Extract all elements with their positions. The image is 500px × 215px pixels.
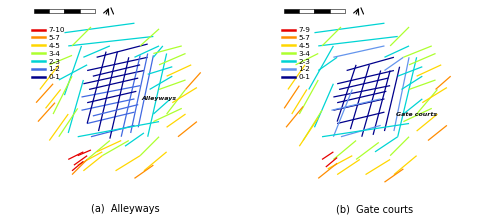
Bar bbox=[34, 9, 50, 13]
Text: (b)  Gate courts: (b) Gate courts bbox=[336, 204, 413, 214]
Bar bbox=[330, 9, 344, 13]
Text: (a)  Alleyways: (a) Alleyways bbox=[90, 204, 160, 214]
Bar bbox=[284, 9, 300, 13]
Legend: 7-10, 5-7, 4-5, 3-4, 2-3, 1-2, 0-1: 7-10, 5-7, 4-5, 3-4, 2-3, 1-2, 0-1 bbox=[32, 27, 64, 80]
Bar bbox=[314, 9, 330, 13]
Bar bbox=[80, 9, 94, 13]
Bar bbox=[300, 9, 314, 13]
Bar bbox=[50, 9, 64, 13]
Text: Alleyways: Alleyways bbox=[142, 96, 176, 101]
Legend: 7-9, 5-7, 4-5, 3-4, 2-3, 1-2, 0-1: 7-9, 5-7, 4-5, 3-4, 2-3, 1-2, 0-1 bbox=[282, 27, 310, 80]
Bar bbox=[64, 9, 80, 13]
Text: Gate courts: Gate courts bbox=[396, 112, 437, 117]
